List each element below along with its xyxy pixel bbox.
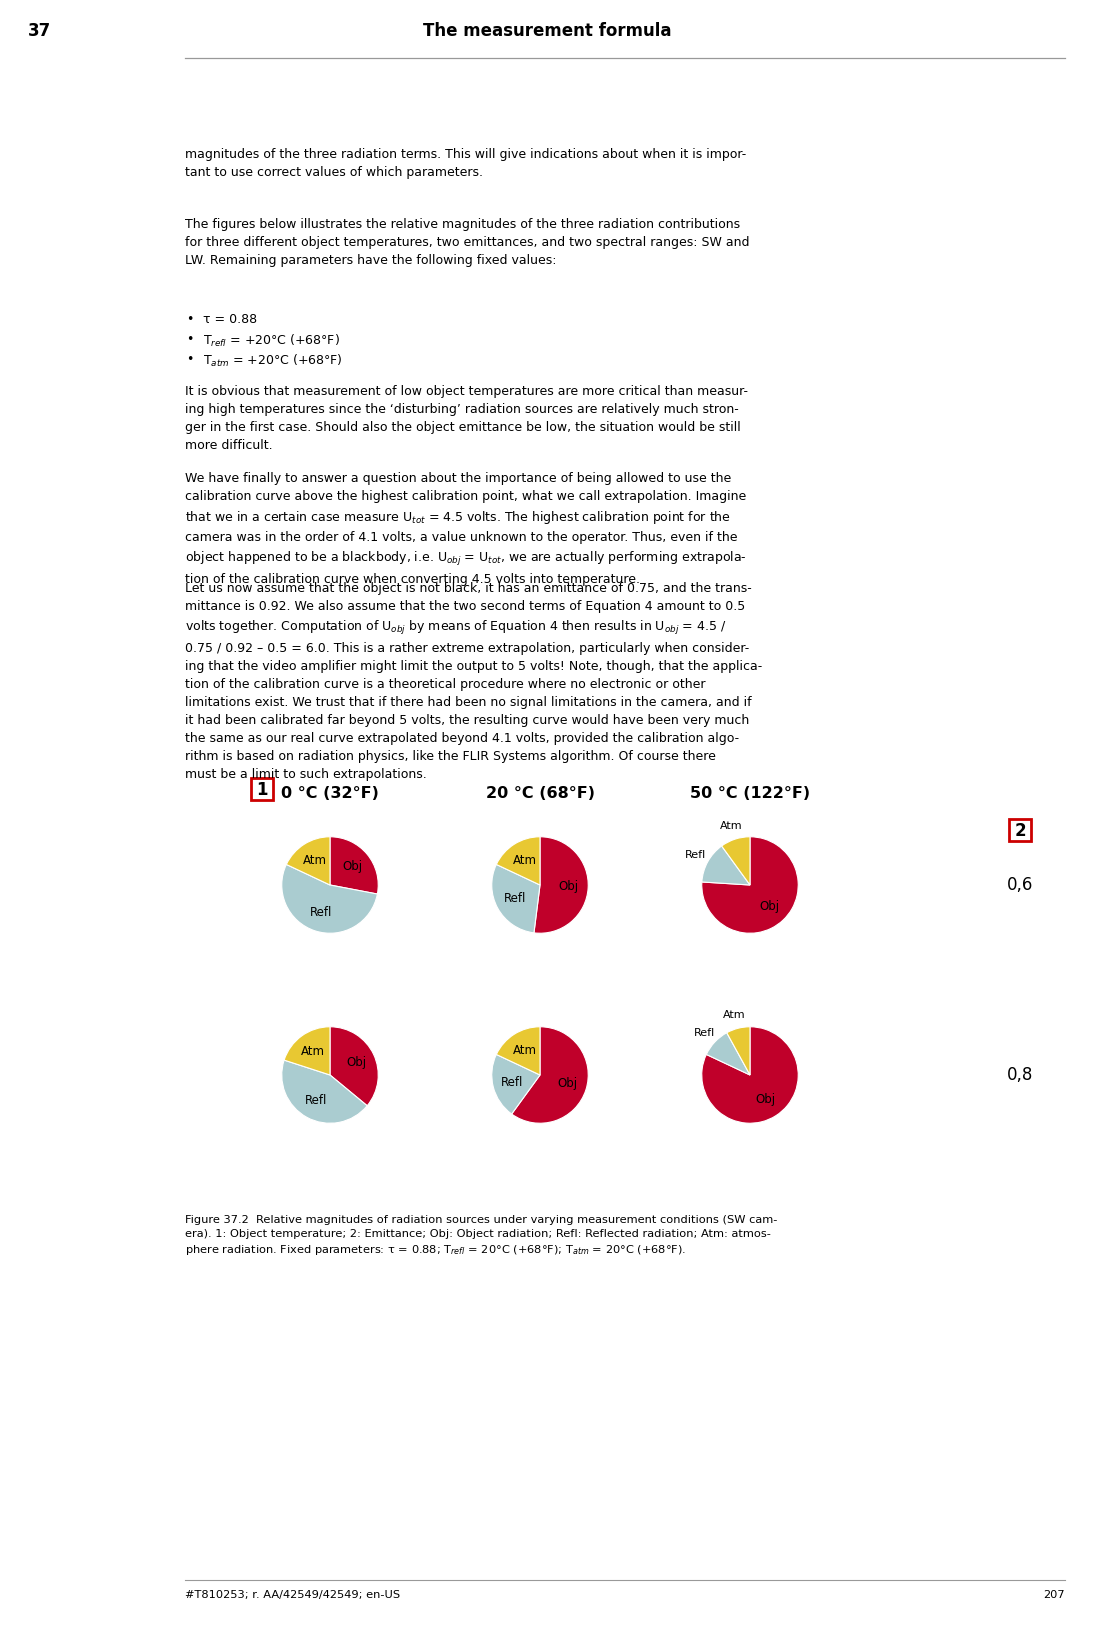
Wedge shape	[702, 837, 798, 934]
Text: Obj: Obj	[343, 860, 362, 873]
Text: •: •	[186, 334, 193, 347]
Text: T$_{refl}$ = +20°C (+68°F): T$_{refl}$ = +20°C (+68°F)	[203, 334, 339, 350]
Wedge shape	[330, 837, 378, 894]
Wedge shape	[492, 865, 540, 934]
Text: Atm: Atm	[302, 853, 326, 867]
Wedge shape	[330, 1027, 378, 1105]
Text: Atm: Atm	[724, 1010, 746, 1020]
Wedge shape	[492, 1055, 540, 1113]
Bar	[1008, 819, 1031, 840]
Text: Atm: Atm	[512, 1045, 537, 1058]
Text: 37: 37	[28, 21, 51, 39]
Wedge shape	[727, 1027, 750, 1074]
Text: Refl: Refl	[500, 1076, 523, 1089]
Text: The measurement formula: The measurement formula	[424, 21, 671, 39]
Text: τ = 0.88: τ = 0.88	[203, 312, 257, 325]
Text: T$_{atm}$ = +20°C (+68°F): T$_{atm}$ = +20°C (+68°F)	[203, 353, 343, 370]
Text: Refl: Refl	[685, 850, 706, 860]
Text: Refl: Refl	[694, 1028, 716, 1038]
Wedge shape	[702, 845, 750, 885]
Wedge shape	[511, 1027, 588, 1123]
Text: Refl: Refl	[504, 893, 526, 906]
Text: Obj: Obj	[558, 880, 579, 893]
Text: 2: 2	[1014, 822, 1026, 840]
Bar	[251, 778, 273, 800]
Text: 0 °C (32°F): 0 °C (32°F)	[281, 785, 379, 801]
Wedge shape	[702, 1027, 798, 1123]
Text: 0,6: 0,6	[1006, 876, 1034, 894]
Text: Atm: Atm	[301, 1045, 325, 1058]
Text: 1: 1	[256, 782, 268, 800]
Text: Obj: Obj	[557, 1077, 577, 1091]
Wedge shape	[706, 1033, 750, 1074]
Wedge shape	[722, 837, 750, 885]
Wedge shape	[496, 837, 540, 885]
Wedge shape	[496, 1027, 540, 1074]
Text: 20 °C (68°F): 20 °C (68°F)	[485, 785, 595, 801]
Text: Obj: Obj	[760, 899, 780, 912]
Text: The figures below illustrates the relative magnitudes of the three radiation con: The figures below illustrates the relati…	[185, 217, 749, 267]
Text: Let us now assume that the object is not black, it has an emittance of 0.75, and: Let us now assume that the object is not…	[185, 582, 762, 782]
Text: 50 °C (122°F): 50 °C (122°F)	[690, 785, 810, 801]
Text: Refl: Refl	[310, 906, 332, 919]
Wedge shape	[281, 865, 378, 934]
Text: magnitudes of the three radiation terms. This will give indications about when i: magnitudes of the three radiation terms.…	[185, 149, 747, 178]
Text: 207: 207	[1044, 1589, 1065, 1601]
Text: We have finally to answer a question about the importance of being allowed to us: We have finally to answer a question abo…	[185, 473, 747, 585]
Wedge shape	[287, 837, 330, 885]
Text: Atm: Atm	[512, 853, 537, 867]
Text: •: •	[186, 353, 193, 366]
Text: Obj: Obj	[756, 1092, 775, 1105]
Text: It is obvious that measurement of low object temperatures are more critical than: It is obvious that measurement of low ob…	[185, 384, 748, 451]
Text: •: •	[186, 312, 193, 325]
Text: #T810253; r. AA/42549/42549; en-US: #T810253; r. AA/42549/42549; en-US	[185, 1589, 400, 1601]
Text: Refl: Refl	[304, 1094, 327, 1107]
Wedge shape	[281, 1059, 367, 1123]
Text: Atm: Atm	[719, 821, 742, 831]
Text: Obj: Obj	[346, 1056, 366, 1069]
Text: 0,8: 0,8	[1006, 1066, 1034, 1084]
Text: Figure 37.2  Relative magnitudes of radiation sources under varying measurement : Figure 37.2 Relative magnitudes of radia…	[185, 1215, 777, 1257]
Wedge shape	[534, 837, 588, 934]
Wedge shape	[284, 1027, 330, 1074]
